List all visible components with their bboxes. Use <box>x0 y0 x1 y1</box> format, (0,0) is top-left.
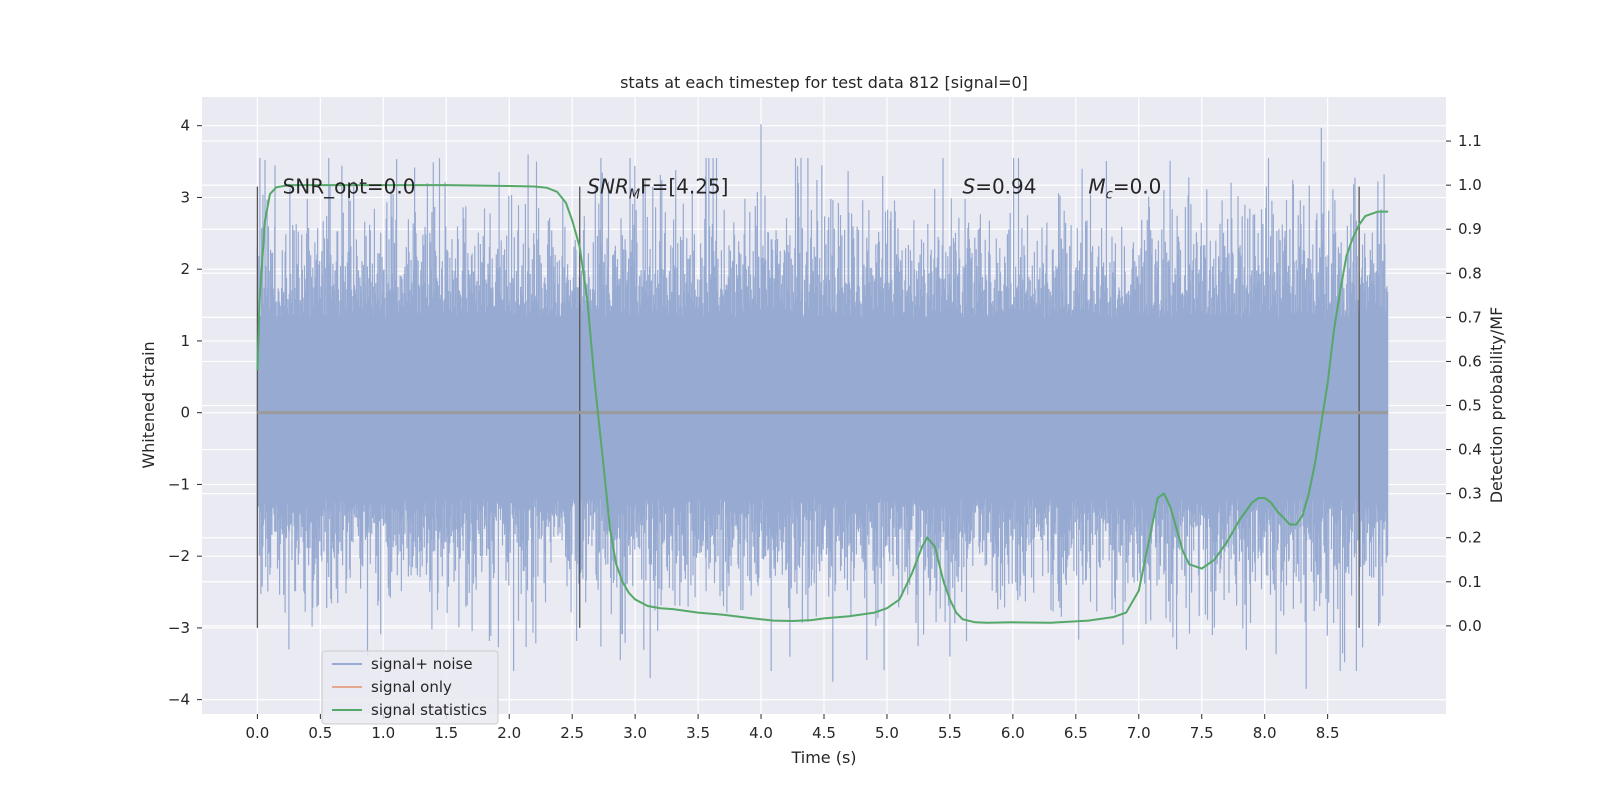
y2-tick-label: 0.2 <box>1458 529 1482 547</box>
annotation-subscript: M <box>629 188 640 203</box>
x-tick-label: 6.0 <box>1001 724 1025 742</box>
y2-tick-label: 1.0 <box>1458 176 1482 194</box>
vertical-markers <box>256 186 1360 628</box>
annotation: SNRMF=[4.25] <box>587 175 728 203</box>
x-tick-label: 7.0 <box>1127 724 1151 742</box>
annotation-main: M <box>1088 175 1105 199</box>
legend-label-statistics: signal statistics <box>371 701 487 719</box>
x-tick-label: 1.5 <box>434 724 458 742</box>
annotation-subscript: c <box>1106 188 1113 203</box>
y-tick-label: 3 <box>180 188 190 206</box>
y-tick-label: 0 <box>180 404 190 422</box>
y-tick-label: −3 <box>168 619 190 637</box>
x-tick-label: 0.5 <box>308 724 332 742</box>
x-tick-label: 4.0 <box>749 724 773 742</box>
y-tick-label: 2 <box>180 260 190 278</box>
x-tick-label: 6.5 <box>1064 724 1088 742</box>
y2-tick-label: 0.0 <box>1458 617 1482 635</box>
x-tick-label: 0.0 <box>245 724 269 742</box>
annotation: Mc=0.0 <box>1088 175 1161 203</box>
x-axis-title: Time (s) <box>790 748 856 767</box>
y2-tick-label: 0.4 <box>1458 441 1482 459</box>
y-tick-label: −1 <box>168 475 190 493</box>
x-tick-label: 2.5 <box>560 724 584 742</box>
legend-label-noise: signal+ noise <box>371 655 473 673</box>
x-tick-label: 4.5 <box>812 724 836 742</box>
y-tick-label: −4 <box>168 691 190 709</box>
noise-series <box>256 124 1389 689</box>
noise-core-band <box>257 317 1389 499</box>
chart-title: stats at each timestep for test data 812… <box>620 73 1028 92</box>
x-tick-label: 3.5 <box>686 724 710 742</box>
y2-tick-label: 0.6 <box>1458 352 1482 370</box>
y2-tick-label: 0.1 <box>1458 573 1482 591</box>
annotation-main: SNR <box>587 175 629 199</box>
x-tick-label: 5.5 <box>938 724 962 742</box>
legend: signal+ noise signal only signal statist… <box>321 650 499 725</box>
annotation: SNR_opt=0.0 <box>283 175 416 199</box>
x-tick-label: 8.0 <box>1253 724 1277 742</box>
x-tick-label: 7.5 <box>1190 724 1214 742</box>
x-tick-label: 5.0 <box>875 724 899 742</box>
y2-tick-label: 0.7 <box>1458 308 1482 326</box>
statistics-series <box>256 184 1389 624</box>
legend-box <box>321 650 499 725</box>
annotation-suffix: F=[4.25] <box>640 175 728 199</box>
x-axis: 0.0 0.5 1.0 1.5 2.0 2.5 3.0 3.5 4.0 4.5 5.0 5.5 6.0 6… <box>245 714 1340 742</box>
y-axis-left: 4 3 2 1 0 −1 −2 −3 −4 <box>168 117 202 709</box>
annotation: S=0.94 <box>963 175 1037 199</box>
y2-axis-title: Detection probability/MF <box>1487 307 1506 504</box>
y2-tick-label: 1.1 <box>1458 132 1482 150</box>
x-tick-label: 1.0 <box>371 724 395 742</box>
y2-tick-label: 0.3 <box>1458 485 1482 503</box>
y-tick-label: 1 <box>180 332 190 350</box>
legend-label-signal-only: signal only <box>371 678 452 696</box>
annotation-suffix: =0.0 <box>1113 175 1162 199</box>
y-axis-title: Whitened strain <box>139 341 158 468</box>
y-tick-label: −2 <box>168 547 190 565</box>
x-tick-label: 8.5 <box>1316 724 1340 742</box>
y2-tick-label: 0.8 <box>1458 264 1482 282</box>
annotations: SNR_opt=0.0 SNRMF=[4.25] S=0.94 Mc=0.0 <box>283 175 1162 203</box>
y2-tick-label: 0.9 <box>1458 220 1482 238</box>
x-tick-label: 3.0 <box>623 724 647 742</box>
statistics-curve <box>256 184 1389 624</box>
annotation-suffix: =0.94 <box>975 175 1036 199</box>
annotation-main: SNR_opt=0.0 <box>283 175 416 199</box>
y-tick-label: 4 <box>180 117 190 135</box>
x-tick-label: 2.0 <box>497 724 521 742</box>
annotation-main: S <box>963 175 976 199</box>
y2-tick-label: 0.5 <box>1458 397 1482 415</box>
y-axis-right: 1.1 1.0 0.9 0.8 0.7 0.6 0.5 0.4 0.3 0.2 0.1 0.0 <box>1446 132 1482 635</box>
